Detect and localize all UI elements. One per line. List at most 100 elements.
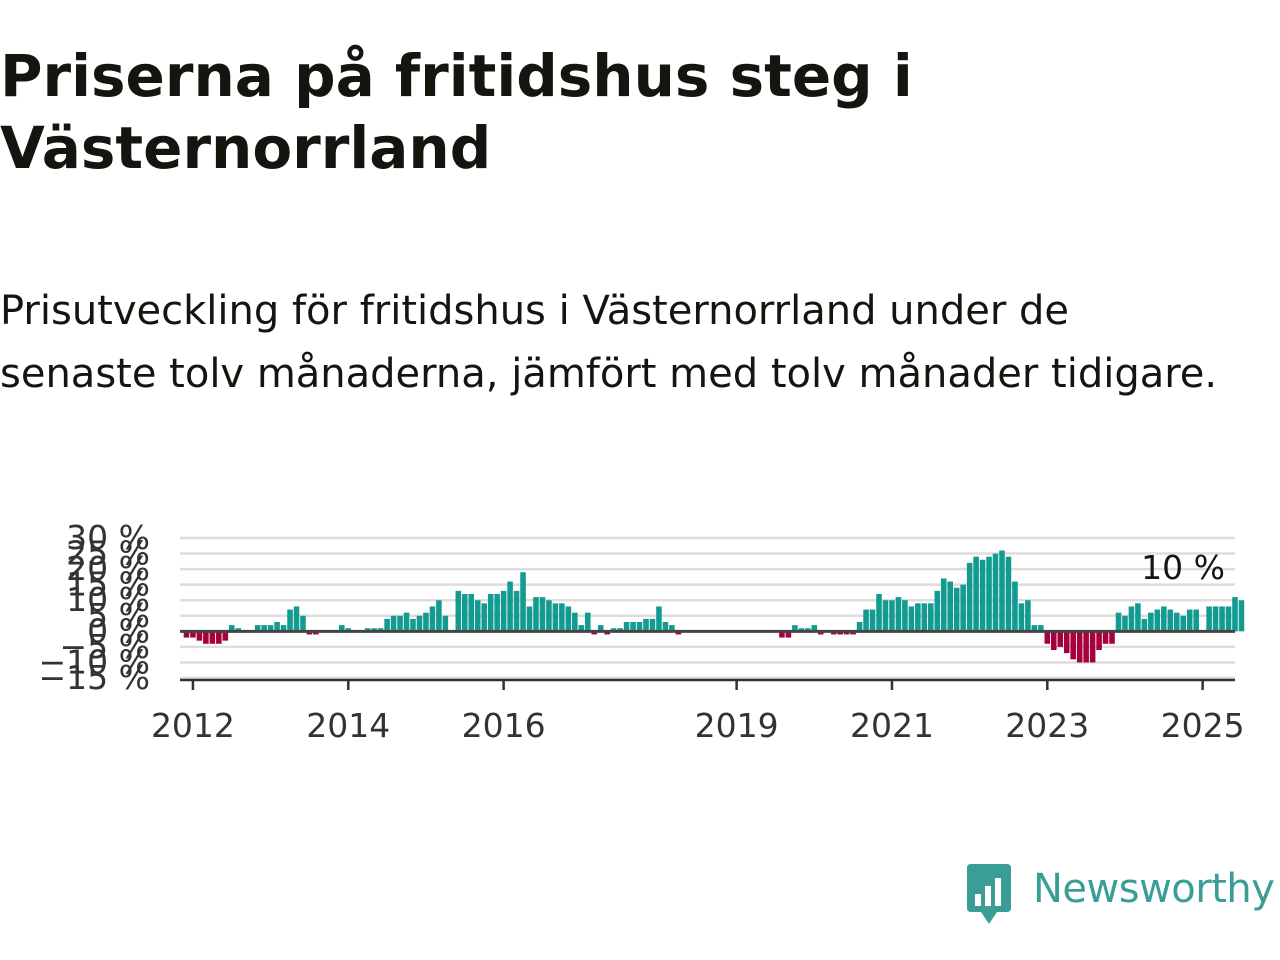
bar: [196, 631, 203, 641]
y-tick-label: 10 %: [66, 580, 150, 619]
bar: [610, 628, 617, 632]
bar: [966, 562, 973, 632]
bar: [274, 622, 280, 632]
bar: [1167, 609, 1174, 632]
bar: [559, 603, 565, 632]
bar: [235, 628, 242, 632]
bar: [1063, 631, 1070, 654]
bar: [1109, 631, 1115, 644]
bar: [306, 631, 313, 635]
bar: [1232, 597, 1238, 632]
bar: [280, 625, 287, 632]
bar-chart: 30 %25 %20 %15 %10 %5 %0 %−5 %−10 %−15 %…: [39, 518, 1245, 745]
bar: [216, 631, 222, 644]
x-tick-labels: 2012 2014 2016 2019 2021 2023 2025: [151, 706, 1245, 745]
bar: [1089, 631, 1096, 663]
y-tick-label: 0 %: [87, 611, 150, 650]
bar: [254, 625, 261, 632]
bar: [636, 622, 643, 632]
bar: [811, 625, 818, 632]
bar: [617, 628, 623, 632]
bar-chart-speech-bubble-icon: [967, 864, 1011, 924]
bar: [992, 553, 999, 632]
bar: [222, 631, 229, 641]
bar: [850, 631, 856, 635]
bar: [908, 606, 915, 632]
bar: [539, 597, 546, 632]
bar: [429, 606, 436, 632]
bar: [474, 600, 481, 632]
bar: [979, 559, 986, 632]
bar: [1005, 556, 1012, 632]
y-tick-label: 5 %: [87, 596, 150, 635]
bar: [584, 612, 591, 632]
bar: [455, 590, 462, 632]
bar: [1238, 600, 1245, 632]
bar: [1031, 625, 1038, 632]
bar: [1219, 606, 1225, 632]
bar: [526, 606, 533, 632]
bar: [591, 631, 598, 635]
bar: [552, 603, 559, 632]
bar: [513, 590, 520, 632]
bar: [830, 631, 837, 635]
bar: [675, 631, 682, 635]
bar: [805, 628, 811, 632]
bar: [643, 618, 649, 632]
bar: [364, 628, 371, 632]
y-tick-label: 15 %: [66, 565, 150, 604]
bar: [261, 625, 267, 632]
x-tick-label: 2021: [850, 706, 934, 745]
bar: [546, 600, 552, 632]
brand-name: Newsworthy: [1033, 866, 1275, 912]
bar: [300, 615, 306, 632]
bar: [377, 628, 384, 632]
y-tick-label: −15 %: [39, 658, 151, 697]
bar: [1186, 609, 1193, 632]
bar: [947, 581, 953, 632]
bar: [313, 631, 319, 635]
bar: [1225, 606, 1232, 632]
bar: [293, 606, 300, 632]
bar: [403, 612, 410, 632]
y-tick-label: 25 %: [66, 534, 150, 573]
bar: [1096, 631, 1102, 650]
bar: [915, 603, 921, 632]
bar: [895, 597, 902, 632]
x-tick-label: 2012: [151, 706, 235, 745]
y-tick-labels: 30 %25 %20 %15 %10 %5 %0 %−5 %−10 %−15 %: [39, 518, 151, 697]
last-value-label: 10 %: [1141, 548, 1225, 587]
chart-subtitle: Prisutveckling för fritidshus i Västerno…: [0, 288, 1218, 397]
bar: [669, 625, 675, 632]
newsworthy-logo: Newsworthy: [963, 862, 1280, 928]
bar: [1102, 631, 1109, 644]
bar: [203, 631, 209, 644]
bar: [423, 612, 429, 632]
bar: [565, 606, 572, 632]
bar: [481, 603, 487, 632]
y-tick-label: −10 %: [39, 642, 151, 681]
bar: [863, 609, 869, 632]
bar: [572, 612, 578, 632]
chart-title: Priserna på fritidshus steg i Västernorr…: [0, 42, 913, 182]
bar: [1050, 631, 1057, 650]
annotations: 10 %: [1141, 548, 1225, 587]
y-tick-label: −5 %: [60, 627, 151, 666]
bar: [1038, 625, 1044, 632]
bar: [390, 615, 397, 632]
bar: [1012, 581, 1018, 632]
bar: [934, 590, 941, 632]
bar: [597, 625, 604, 632]
bar: [1122, 615, 1128, 632]
bar: [837, 631, 843, 635]
bar: [209, 631, 216, 644]
bar: [1070, 631, 1076, 660]
bar: [921, 603, 928, 632]
bar: [1148, 612, 1154, 632]
bar: [1128, 606, 1135, 632]
y-tick-label: 30 %: [66, 518, 150, 557]
bar: [507, 581, 513, 632]
bar: [1115, 612, 1122, 632]
bar: [1154, 609, 1161, 632]
bar: [928, 603, 934, 632]
